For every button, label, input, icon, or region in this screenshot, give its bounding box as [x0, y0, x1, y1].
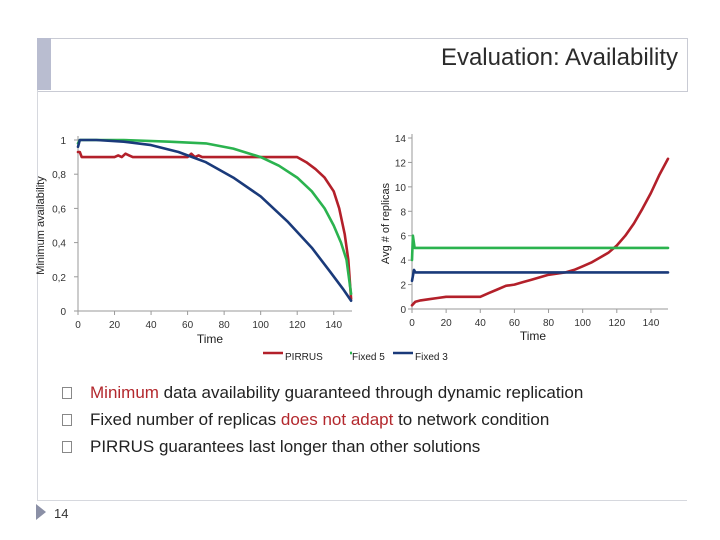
y-tick-label: 0,8	[52, 170, 66, 181]
slide-number-arrow-icon	[36, 504, 46, 520]
y-axis-title: Minimum availability	[35, 176, 47, 275]
series-line-pirrus	[76, 150, 353, 301]
y-tick-label: 10	[395, 183, 407, 194]
x-tick-label: 120	[289, 320, 306, 331]
series-line-fixed-3	[410, 268, 670, 283]
x-tick-label: 140	[643, 318, 660, 329]
x-tick-label: 140	[325, 320, 342, 331]
x-axis-title: Time	[520, 329, 547, 343]
legend-label: Fixed 5	[352, 352, 385, 363]
x-tick-label: 40	[475, 318, 487, 329]
availability-charts: 00,20,40,60,810 20 40 60 80 100 120 140Minimum …	[35, 134, 670, 363]
bullet-highlight: Minimum	[90, 383, 159, 402]
bullet-plain: data availability	[158, 383, 285, 402]
slide-title: Evaluation: Availability	[440, 44, 678, 71]
bullet-list: Minimum data availability guaranteed thr…	[62, 382, 682, 463]
legend-label: Fixed 3	[415, 352, 448, 363]
checkbox-bullet-icon	[62, 441, 72, 453]
title-accent-bar	[37, 38, 51, 90]
y-tick-label: 0,6	[52, 204, 66, 215]
bullet-item: Fixed number of replicas does not adapt …	[62, 409, 682, 436]
bullet-plain: PIRRUS guarantees last longer than other…	[90, 437, 481, 456]
x-tick-label: 20	[441, 318, 453, 329]
x-tick-label: 60	[509, 318, 521, 329]
title-frame	[37, 38, 688, 92]
y-axis-title: Avg # of replicas	[380, 182, 392, 264]
y-tick-label: 1	[60, 136, 66, 147]
x-axis-title: Time	[197, 332, 224, 346]
x-tick-label: 80	[543, 318, 555, 329]
bullet-item: PIRRUS guarantees last longer than other…	[62, 436, 682, 463]
bullet-plain: guaranteed through dynamic replication	[284, 383, 584, 402]
y-tick-label: 12	[395, 158, 407, 169]
y-tick-label: 0	[60, 307, 66, 318]
x-tick-label: 100	[574, 318, 591, 329]
y-tick-label: 0,2	[52, 273, 66, 284]
x-tick-label: 80	[219, 320, 231, 331]
x-tick-label: 100	[252, 320, 269, 331]
y-tick-label: 0	[400, 305, 406, 316]
series-line-fixed-5	[410, 234, 670, 262]
series-line-fixed-5	[76, 138, 353, 296]
x-tick-label: 60	[182, 320, 194, 331]
bullet-text: Minimum data availability guaranteed thr…	[90, 383, 583, 403]
bullet-item: Minimum data availability guaranteed thr…	[62, 382, 682, 409]
x-tick-label: 20	[109, 320, 121, 331]
legend-label: PIRRUS	[285, 352, 323, 363]
bullet-plain: Fixed number of replicas	[90, 410, 281, 429]
x-tick-label: 0	[409, 318, 415, 329]
y-tick-label: 0,4	[52, 239, 66, 250]
slide-bottom-rule	[37, 500, 687, 501]
checkbox-bullet-icon	[62, 387, 72, 399]
y-tick-label: 8	[400, 207, 406, 218]
min-availability-chart: 0 0,2 0,4 0,6 0,8 1 0 20 40 60 80 100 120 140 Minimum …	[35, 136, 353, 346]
slide-number: 14	[54, 506, 69, 521]
series-line-fixed-3	[76, 138, 353, 303]
x-tick-label: 40	[146, 320, 158, 331]
series-line-pirrus	[410, 157, 670, 307]
x-tick-label: 0	[75, 320, 81, 331]
y-tick-label: 2	[400, 281, 406, 292]
slide-left-rule	[37, 90, 38, 500]
y-tick-label: 4	[400, 256, 406, 267]
bullet-text: PIRRUS guarantees last longer than other…	[90, 437, 480, 457]
x-tick-label: 120	[608, 318, 625, 329]
bullet-text: Fixed number of replicas does not adapt …	[90, 410, 549, 430]
y-tick-label: 14	[395, 134, 407, 145]
checkbox-bullet-icon	[62, 414, 72, 426]
chart-legend: PIRRUS Fixed 5 Fixed 3	[263, 351, 448, 363]
bullet-plain: to network condition	[393, 410, 550, 429]
bullet-highlight: does not adapt	[280, 410, 394, 429]
y-tick-label: 6	[400, 232, 406, 243]
